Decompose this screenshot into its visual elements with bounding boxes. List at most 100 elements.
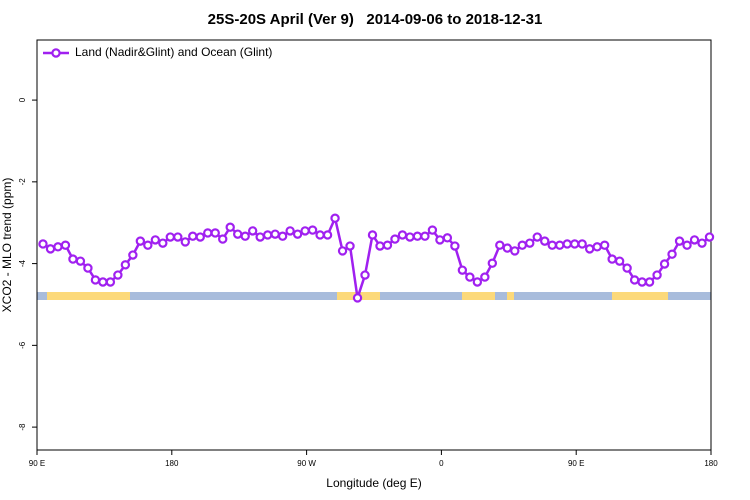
data-point — [667, 249, 677, 259]
data-point — [98, 277, 108, 287]
land-segment — [612, 292, 668, 300]
land-segment — [462, 292, 495, 300]
legend-marker — [51, 48, 61, 58]
data-point — [367, 230, 378, 240]
data-point — [599, 240, 610, 250]
data-point — [165, 232, 176, 242]
data-point — [480, 272, 490, 282]
data-point — [397, 230, 408, 240]
data-point — [68, 254, 78, 264]
data-point — [330, 213, 340, 223]
data-point — [240, 231, 250, 241]
data-point — [322, 230, 333, 240]
data-point — [622, 263, 632, 273]
data-point — [360, 270, 370, 280]
data-point — [472, 277, 483, 287]
data-point — [697, 238, 707, 248]
data-point — [517, 240, 527, 250]
y-axis-title: XCO2 - MLO trend (ppm) — [0, 178, 14, 313]
data-point — [90, 275, 101, 285]
y-tick-label: -6 — [18, 341, 27, 349]
x-axis-title: Longitude (deg E) — [326, 476, 421, 490]
data-point — [173, 232, 183, 242]
plot-frame — [36, 39, 712, 451]
data-point — [547, 240, 557, 250]
data-point — [135, 236, 146, 246]
data-point — [390, 234, 400, 244]
data-point — [180, 237, 190, 247]
data-point — [255, 232, 265, 242]
chart-title: 25S-20S April (Ver 9) 2014-09-06 to 2018… — [208, 11, 543, 28]
x-tick-label: 90 W — [297, 459, 316, 468]
legend-label: Land (Nadir&Glint) and Ocean (Glint) — [75, 45, 272, 59]
data-point — [652, 270, 662, 280]
data-point — [218, 234, 228, 244]
land-segment — [507, 292, 514, 300]
data-point — [555, 240, 565, 250]
data-point — [495, 240, 505, 250]
x-tick-label: 180 — [165, 459, 179, 468]
data-point — [607, 254, 617, 264]
x-tick-label: 0 — [439, 459, 444, 468]
data-point — [195, 232, 205, 242]
data-point — [562, 239, 572, 249]
data-point — [682, 240, 692, 250]
data-point — [637, 277, 647, 287]
data-point — [53, 242, 63, 252]
data-point — [188, 231, 198, 241]
data-point — [525, 238, 535, 248]
data-point — [659, 259, 670, 269]
data-point — [158, 238, 168, 248]
data-point — [644, 277, 655, 287]
x-tick-label: 180 — [704, 459, 718, 468]
y-tick-label: -8 — [18, 423, 27, 431]
data-point — [614, 256, 625, 266]
data-point — [315, 230, 325, 240]
data-point — [120, 260, 131, 270]
data-point — [450, 241, 460, 251]
data-point — [704, 232, 715, 242]
data-point — [427, 225, 438, 235]
data-point — [277, 231, 288, 241]
data-point — [210, 228, 220, 238]
data-point — [128, 250, 138, 260]
data-point — [113, 270, 123, 280]
data-point — [465, 272, 475, 282]
data-point — [435, 235, 445, 245]
data-point — [584, 244, 595, 254]
data-point — [247, 226, 258, 236]
y-tick-label: -2 — [18, 178, 27, 186]
data-point — [75, 256, 86, 266]
data-point — [375, 241, 385, 251]
land-segment — [47, 292, 130, 300]
data-point — [270, 229, 280, 239]
data-point — [345, 241, 355, 251]
data-point — [412, 231, 423, 241]
data-point — [382, 240, 393, 250]
data-point — [300, 226, 310, 236]
data-point — [203, 228, 213, 238]
data-point — [45, 244, 56, 254]
data-point — [487, 258, 498, 268]
data-point — [442, 233, 453, 243]
x-tick-label: 90 E — [568, 459, 584, 468]
data-point — [285, 226, 295, 236]
data-point — [420, 231, 430, 241]
data-point — [105, 277, 116, 287]
data-point — [689, 235, 700, 245]
data-point — [225, 222, 235, 232]
data-point — [540, 236, 550, 246]
data-point — [292, 229, 303, 239]
data-point — [352, 293, 363, 303]
data-point — [150, 235, 161, 245]
data-point — [457, 265, 468, 275]
data-point — [307, 225, 318, 235]
data-point — [592, 242, 602, 252]
data-point — [262, 230, 273, 240]
data-point — [405, 232, 415, 242]
data-point — [337, 246, 348, 256]
land-ocean-strip — [37, 292, 711, 300]
data-point — [532, 232, 542, 242]
data-point — [233, 229, 243, 239]
